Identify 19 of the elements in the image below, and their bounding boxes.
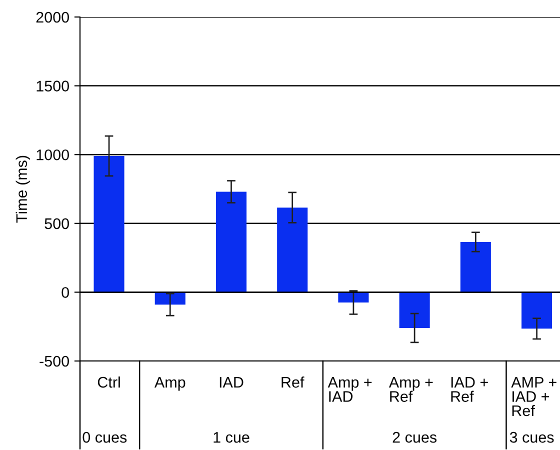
y-tick-label: 2000 bbox=[36, 12, 69, 23]
text: 1 cue bbox=[214, 432, 250, 443]
x-tick-label: Ref bbox=[282, 376, 304, 388]
text: 2 cues bbox=[392, 432, 437, 443]
x-tick-label: Amp bbox=[154, 377, 186, 391]
y-axis-title: Time (ms) bbox=[16, 156, 30, 223]
x-tick-label: IAD bbox=[220, 377, 244, 388]
y-tick-label: -500 bbox=[40, 356, 69, 367]
x-tick-label: Ctrl bbox=[98, 376, 120, 388]
text: 3 cues bbox=[510, 432, 554, 443]
x-tick-label: Amp + IAD bbox=[328, 377, 372, 402]
y-tick-label: 1500 bbox=[36, 80, 69, 92]
x-tick-label: Amp + Ref bbox=[388, 377, 433, 402]
y-tick-label: 1000 bbox=[36, 149, 69, 160]
y-tick-label: 500 bbox=[44, 218, 69, 230]
text: 0 cues bbox=[82, 432, 127, 443]
x-tick-label: AMP + IAD + Ref bbox=[511, 377, 556, 416]
x-tick-label: IAD + Ref bbox=[451, 377, 488, 402]
y-tick-label: 0 bbox=[62, 287, 69, 298]
